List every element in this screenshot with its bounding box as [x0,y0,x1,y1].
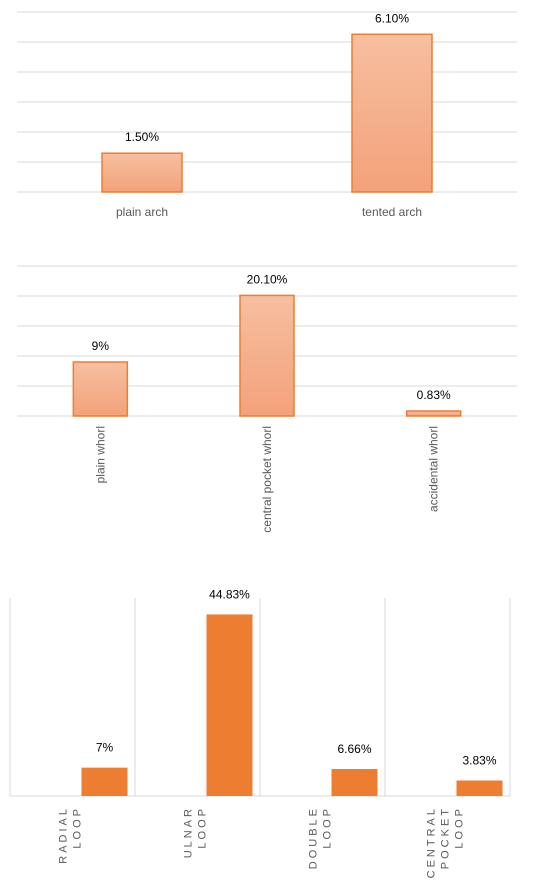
category-label: LOOP [197,806,209,849]
category-label: central pocket whorl [260,426,274,533]
arch-chart: 1.50% plain arch 6.10% tented arch [17,11,517,219]
bar [456,780,503,796]
bar [206,614,253,796]
bar [331,769,378,796]
data-label: 6.10% [375,11,409,25]
category-label: ULNAR [183,806,195,858]
category-label: plain arch [116,205,168,219]
whorl-chart: 9% plain whorl 20.10% central pocket whorl 0… [17,265,517,533]
category-label: LOOP [322,806,334,849]
data-label: 7% [96,741,114,755]
category-label: RADIAL [58,806,70,864]
data-label: 0.83% [417,388,451,402]
data-label: 3.83% [462,753,496,767]
data-label: 6.66% [337,742,371,756]
category-label: DOUBLE [308,806,320,869]
category-label: tented arch [362,205,422,219]
category-label: plain whorl [93,426,107,483]
bar [351,33,433,193]
category-label: CENTRAL [426,806,438,878]
bar [81,767,128,796]
category-label: POCKET [440,806,452,869]
bar [239,294,295,417]
bar [405,410,462,417]
data-label: 44.83% [209,587,250,601]
category-label: LOOP [454,806,466,849]
data-label: 20.10% [247,272,288,286]
bar [72,361,129,417]
category-label: accidental whorl [427,426,441,512]
category-label: LOOP [72,806,84,849]
data-label: 9% [92,339,110,353]
data-label: 1.50% [125,130,159,144]
bar [101,152,183,193]
